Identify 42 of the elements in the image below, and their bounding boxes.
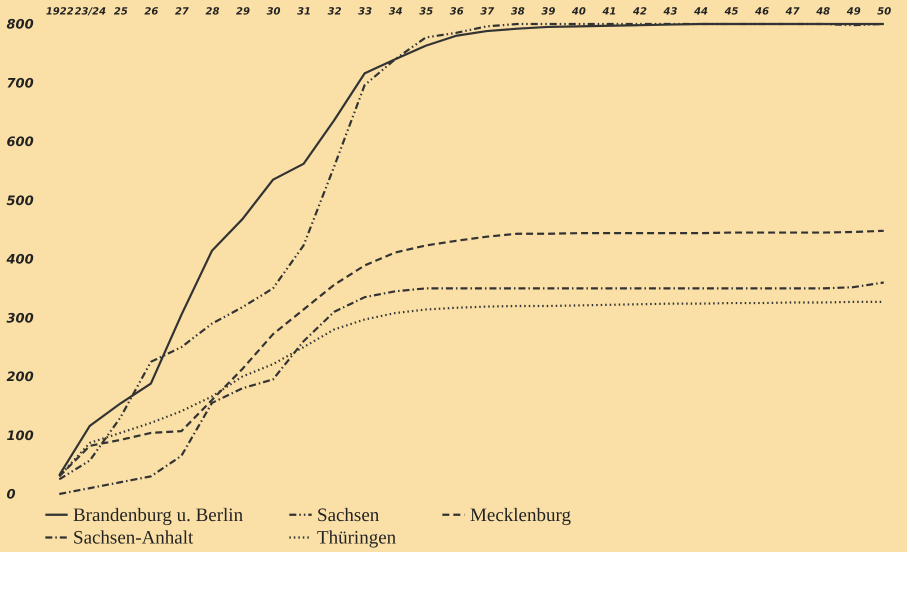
x-tick-label: 38 xyxy=(510,6,525,18)
legend-label: Brandenburg u. Berlin xyxy=(73,504,244,526)
y-tick-label: 600 xyxy=(6,135,34,150)
x-tick-label: 47 xyxy=(784,6,800,18)
x-tick-label: 34 xyxy=(388,6,403,18)
y-tick-label: 400 xyxy=(6,252,34,268)
x-tick-label: 32 xyxy=(328,6,342,18)
x-tick-label: 46 xyxy=(754,6,770,18)
x-tick-label: 39 xyxy=(541,6,556,18)
x-tick-label: 25 xyxy=(114,6,128,18)
x-tick-label: 42 xyxy=(632,6,647,18)
y-tick-label: 100 xyxy=(6,428,34,444)
x-tick-label: 37 xyxy=(480,6,494,18)
y-tick-label: 700 xyxy=(6,76,34,92)
y-tick-label: 300 xyxy=(6,311,34,326)
x-tick-label: 41 xyxy=(601,6,616,18)
x-tick-label: 30 xyxy=(266,6,281,18)
legend-label: Mecklenburg xyxy=(470,504,572,526)
x-tick-label: 33 xyxy=(358,6,372,18)
x-tick-label: 36 xyxy=(450,6,464,18)
x-tick-label: 26 xyxy=(144,6,158,18)
x-tick-label: 27 xyxy=(174,6,189,18)
x-tick-label: 1922 xyxy=(46,6,74,18)
x-tick-label: 44 xyxy=(693,6,708,18)
x-tick-label: 48 xyxy=(815,6,830,18)
x-tick-label: 23/24 xyxy=(74,6,106,18)
x-tick-label: 40 xyxy=(570,6,586,18)
x-tick-label: 43 xyxy=(662,6,678,18)
x-tick-label: 50 xyxy=(877,6,892,18)
x-tick-label: 29 xyxy=(236,6,250,18)
legend-label: Sachsen-Anhalt xyxy=(73,528,194,548)
y-tick-label: 500 xyxy=(6,194,34,209)
x-tick-label: 28 xyxy=(205,6,220,18)
y-tick-label: 0 xyxy=(6,488,16,502)
legend-label: Thüringen xyxy=(317,528,397,548)
x-tick-label: 45 xyxy=(724,6,739,18)
x-tick-label: 31 xyxy=(297,6,312,18)
x-tick-label: 35 xyxy=(419,6,434,18)
legend-label: Sachsen xyxy=(317,504,380,526)
y-tick-label: 800 xyxy=(6,18,34,32)
y-tick-label: 200 xyxy=(6,370,34,385)
x-tick-label: 49 xyxy=(846,6,861,18)
